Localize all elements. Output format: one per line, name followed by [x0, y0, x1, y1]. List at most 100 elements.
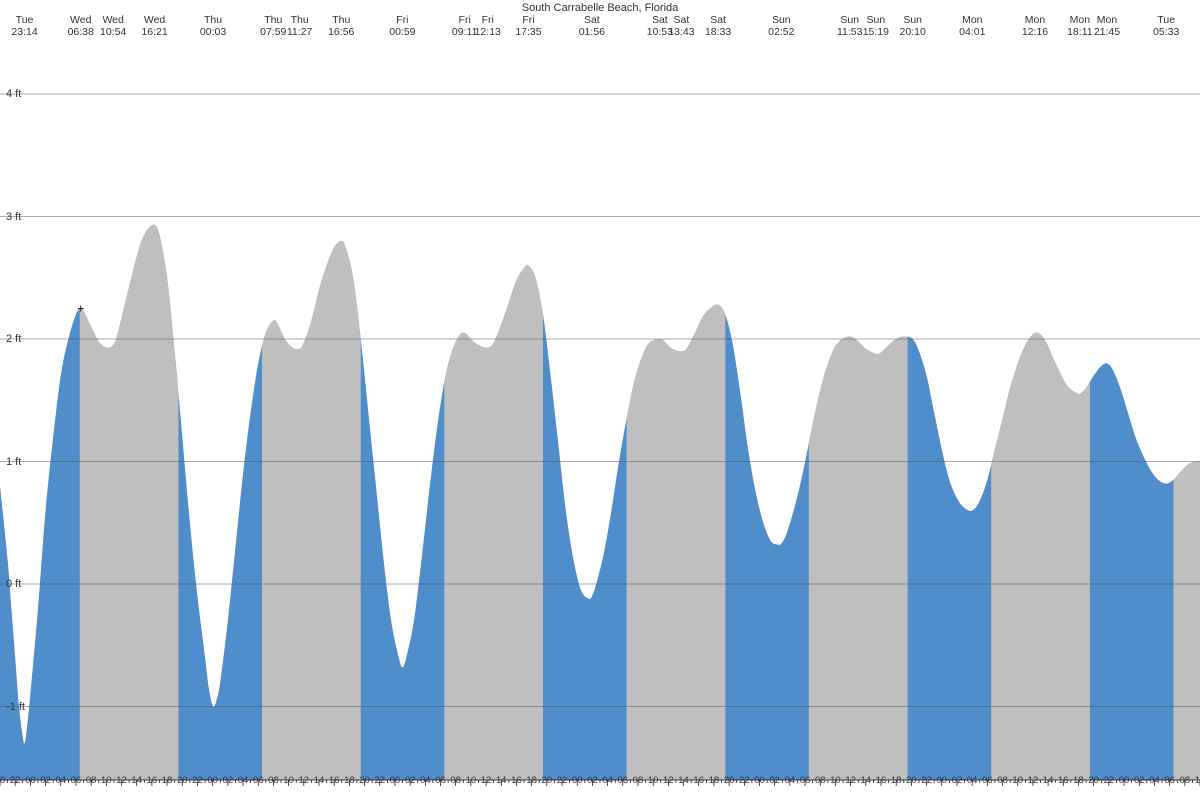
x-tick-label: 18 — [162, 775, 173, 786]
tide-extremum-label: Fri09:11 — [452, 14, 478, 38]
y-tick-label: 2 ft — [6, 333, 21, 345]
x-tick-label: 10 — [466, 775, 477, 786]
x-tick-label: 00 — [25, 775, 36, 786]
x-tick-label: 22 — [921, 775, 932, 786]
x-tick-label: 10 — [830, 775, 841, 786]
x-tick-label: 06 — [435, 775, 446, 786]
x-tick-label: 14 — [496, 775, 507, 786]
x-tick-label: 08 — [997, 775, 1008, 786]
tide-extremum-label: Thu16:56 — [328, 14, 354, 38]
x-tick-label: 02 — [405, 775, 416, 786]
x-tick-label: 08 — [268, 775, 279, 786]
x-tick-label: 04 — [967, 775, 978, 786]
x-tick-label: 20 — [177, 775, 188, 786]
x-tick-label: 22 — [1104, 775, 1115, 786]
x-tick-label: 02 — [223, 775, 234, 786]
x-tick-label: 12 — [116, 775, 127, 786]
x-tick-label: 16 — [1058, 775, 1069, 786]
x-tick-label: 14 — [314, 775, 325, 786]
x-tick-label: 06 — [800, 775, 811, 786]
x-tick-label: 22 — [374, 775, 385, 786]
x-tick-label: 04 — [785, 775, 796, 786]
tide-extremum-label: Thu07:59 — [260, 14, 286, 38]
chart-svg: + — [0, 0, 1200, 800]
tide-extremum-label: Sun15:19 — [863, 14, 889, 38]
x-tick-label: 06 — [1164, 775, 1175, 786]
tide-extremum-label: Wed10:54 — [100, 14, 126, 38]
x-tick-label: 12 — [299, 775, 310, 786]
x-tick-label: 08 — [815, 775, 826, 786]
x-tick-label: 20 — [542, 775, 553, 786]
x-tick-label: 12 — [1028, 775, 1039, 786]
x-tick-label: 16 — [511, 775, 522, 786]
x-tick-label: 20 — [359, 775, 370, 786]
tide-extremum-label: Sat18:33 — [705, 14, 731, 38]
tide-extremum-label: Mon04:01 — [959, 14, 985, 38]
x-tick-label: 18 — [709, 775, 720, 786]
tide-extremum-label: Sun20:10 — [900, 14, 926, 38]
x-tick-label: 16 — [876, 775, 887, 786]
y-tick-label: 1 ft — [6, 456, 21, 468]
x-tick-label: 08 — [633, 775, 644, 786]
y-tick-label: -1 ft — [6, 701, 25, 713]
tide-extremum-label: Sat13:43 — [668, 14, 694, 38]
x-tick-label: 10 — [1012, 775, 1023, 786]
x-tick-label: 00 — [936, 775, 947, 786]
x-tick-label: 22 — [10, 775, 21, 786]
tide-extremum-label: Wed06:38 — [68, 14, 94, 38]
chart-title: South Carrabelle Beach, Florida — [0, 2, 1200, 14]
tide-extremum-label: Thu11:27 — [287, 14, 313, 38]
x-tick-label: 04 — [238, 775, 249, 786]
x-tick-label: 18 — [526, 775, 537, 786]
x-tick-label: 06 — [982, 775, 993, 786]
tide-extremum-label: Sat01:56 — [579, 14, 605, 38]
x-tick-label: 00 — [1119, 775, 1130, 786]
tide-extremum-label: Tue23:14 — [11, 14, 37, 38]
x-tick-label: 22 — [192, 775, 203, 786]
x-tick-label: 14 — [678, 775, 689, 786]
x-tick-label: 02 — [587, 775, 598, 786]
x-tick-label: 00 — [207, 775, 218, 786]
x-tick-label: 12 — [845, 775, 856, 786]
x-tick-label: 00 — [390, 775, 401, 786]
x-tick-label: 06 — [617, 775, 628, 786]
x-tick-label: 10 — [101, 775, 112, 786]
x-tick-label: 16 — [693, 775, 704, 786]
x-tick-label: 18 — [344, 775, 355, 786]
x-tick-label: 02 — [1134, 775, 1145, 786]
x-tick-label: 22 — [557, 775, 568, 786]
x-tick-label: 08 — [450, 775, 461, 786]
tide-chart: South Carrabelle Beach, Florida + 20 22 00… — [0, 0, 1200, 800]
x-tick-label: 08 — [1180, 775, 1191, 786]
x-tick-label: 02 — [769, 775, 780, 786]
x-tick-label: 04 — [1149, 775, 1160, 786]
tide-extremum-label: Tue05:33 — [1153, 14, 1179, 38]
x-tick-label: 14 — [131, 775, 142, 786]
x-tick-label: 02 — [40, 775, 51, 786]
x-tick-label: 18 — [891, 775, 902, 786]
x-tick-label: 10 — [648, 775, 659, 786]
y-tick-label: 4 ft — [6, 88, 21, 100]
x-tick-label: 20 — [1088, 775, 1099, 786]
x-tick-label: 00 — [572, 775, 583, 786]
tide-extremum-label: Mon12:16 — [1022, 14, 1048, 38]
x-tick-label: 22 — [739, 775, 750, 786]
x-tick-label: 04 — [602, 775, 613, 786]
x-tick-label: 08 — [86, 775, 97, 786]
x-tick-label: 20 — [724, 775, 735, 786]
tide-extremum-label: Fri00:59 — [389, 14, 415, 38]
x-tick-label: 20 — [0, 775, 5, 786]
svg-text:+: + — [77, 302, 84, 316]
x-tick-label: 12 — [481, 775, 492, 786]
x-tick-label: 14 — [861, 775, 872, 786]
x-tick-label: 04 — [420, 775, 431, 786]
x-tick-label: 18 — [1073, 775, 1084, 786]
x-tick-label: 04 — [55, 775, 66, 786]
y-tick-label: 0 ft — [6, 578, 21, 590]
x-tick-label: 00 — [754, 775, 765, 786]
x-tick-label: 06 — [71, 775, 82, 786]
x-tick-label: 06 — [253, 775, 264, 786]
x-tick-label: 16 — [147, 775, 158, 786]
x-tick-label: 10 — [283, 775, 294, 786]
x-tick-label: 20 — [906, 775, 917, 786]
